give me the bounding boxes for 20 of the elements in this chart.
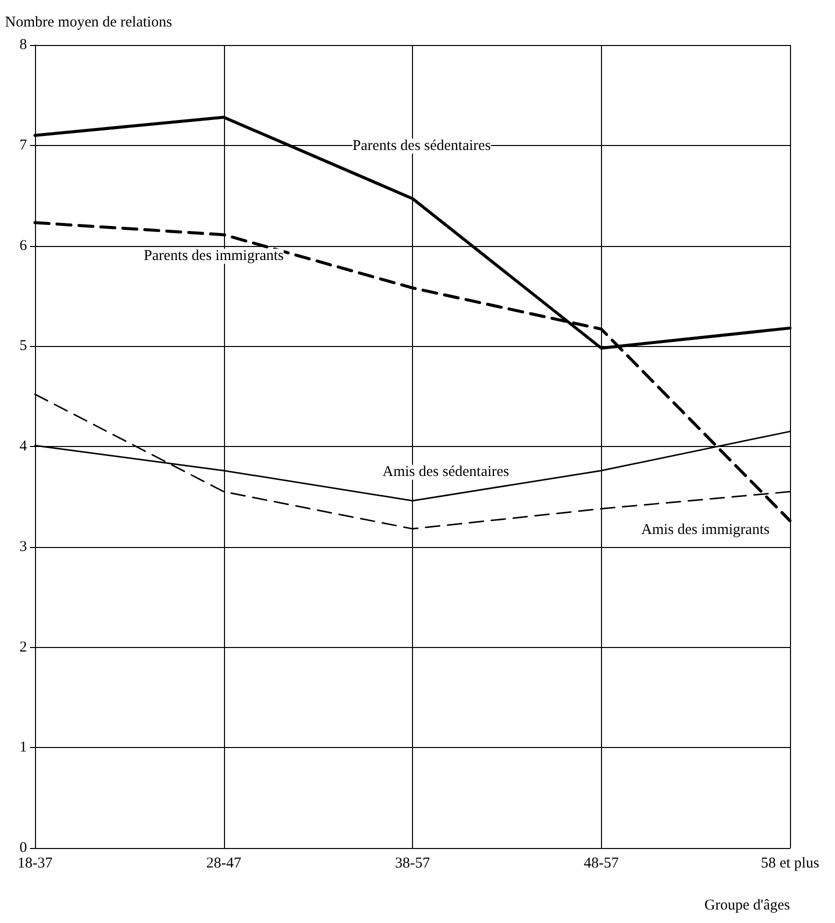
y-tick-label: 8 bbox=[20, 37, 27, 53]
y-tick-label: 6 bbox=[20, 238, 28, 254]
x-tick-label: 38-57 bbox=[395, 856, 430, 872]
series-label: Amis des sédentaires bbox=[382, 464, 510, 480]
y-axis-title: Nombre moyen de relations bbox=[5, 14, 172, 30]
series-label: Parents des sédentaires bbox=[352, 138, 491, 154]
x-tick-label: 48-57 bbox=[584, 856, 620, 872]
x-axis-title: Groupe d'âges bbox=[704, 898, 790, 914]
y-tick-label: 0 bbox=[20, 840, 27, 856]
series-label: Parents des immigrants bbox=[144, 248, 284, 264]
y-tick-label: 1 bbox=[20, 740, 27, 756]
y-tick-label: 5 bbox=[20, 338, 27, 354]
y-tick-label: 4 bbox=[20, 438, 28, 454]
x-tick-label: 28-47 bbox=[206, 856, 242, 872]
y-tick-label: 3 bbox=[20, 538, 27, 555]
y-tick-label: 2 bbox=[20, 639, 27, 656]
x-tick-label: 18-37 bbox=[18, 856, 53, 872]
y-tick-label: 7 bbox=[20, 137, 28, 154]
series-label: Amis des immigrants bbox=[641, 522, 770, 538]
x-tick-label: 58 et plus bbox=[760, 856, 820, 872]
